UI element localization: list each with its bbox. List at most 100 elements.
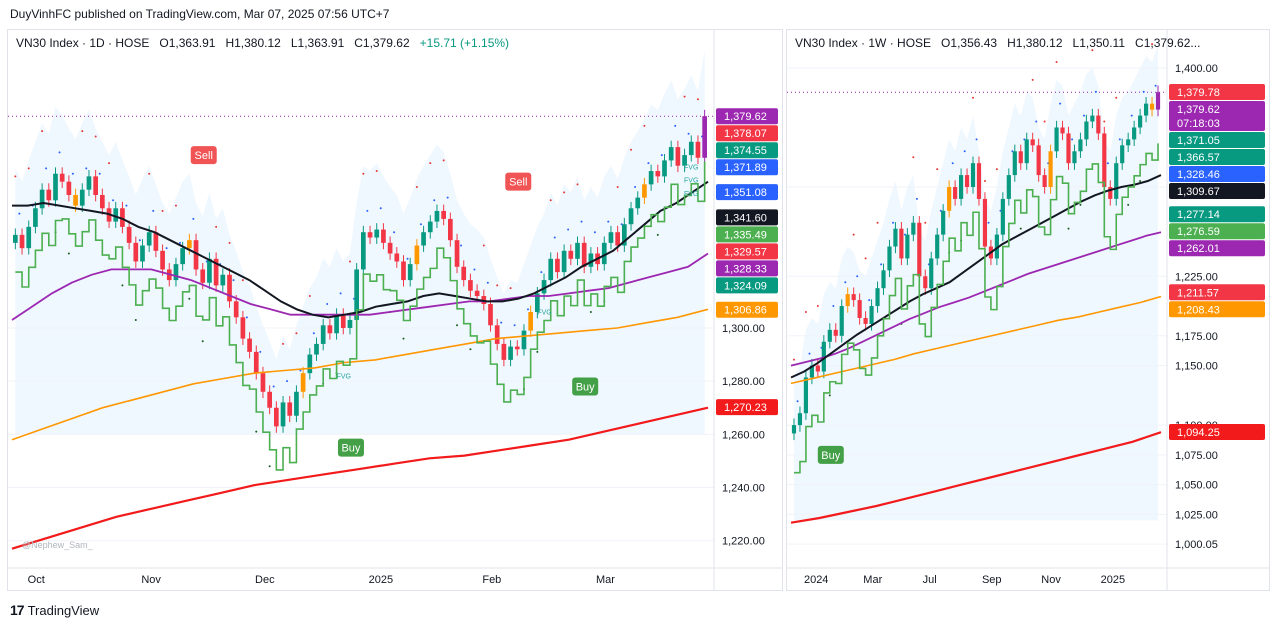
psar-dot [1127, 203, 1130, 206]
band-dot [245, 316, 248, 319]
candle [970, 163, 976, 187]
candle [33, 208, 38, 227]
candle [1096, 115, 1101, 134]
psar-dot [995, 168, 998, 171]
psar-dot [201, 340, 204, 343]
legend-open: 1,356.43 [950, 36, 998, 50]
price-label-tag [1169, 166, 1265, 183]
psar-dot [509, 287, 512, 290]
psar-dot [643, 124, 646, 127]
band-dot [1106, 162, 1109, 165]
psar-dot [1115, 96, 1118, 99]
candle [160, 250, 165, 270]
legend-weekly: VN30 Index · 1W · HOSE O1,356.43 H1,380.… [795, 36, 1201, 50]
band-dot [138, 239, 141, 242]
band-dot [259, 350, 262, 353]
candle [39, 189, 45, 209]
candle [911, 222, 916, 235]
psar-dot [268, 465, 271, 468]
chart-weekly-canvas[interactable]: Buy1,000.051,025.001,050.001,075.001,100… [787, 30, 1269, 590]
candle [982, 198, 988, 247]
ema100-line [11, 308, 709, 441]
psar-dot [656, 233, 659, 236]
candle [575, 242, 580, 259]
band-dot [433, 199, 436, 202]
candle [976, 163, 982, 199]
cloud-fill [793, 44, 1159, 521]
band-dot [607, 220, 610, 223]
candle [568, 250, 574, 259]
candle [361, 232, 366, 270]
candle [347, 319, 353, 328]
chart-daily[interactable]: Sell Sell Buy Buy FVG FVG FVG FVG FVG 1,220.00 1,2… [7, 29, 783, 591]
candle [454, 240, 460, 267]
chart-daily-canvas[interactable]: Sell Sell Buy Buy FVG FVG FVG FVG FVG 1,220.00 1,2… [8, 30, 782, 590]
candle [1090, 115, 1095, 122]
candle [53, 173, 58, 201]
candle [857, 300, 862, 318]
candle [923, 276, 928, 289]
chart-weekly[interactable]: Buy1,000.051,025.001,050.001,075.001,100… [786, 29, 1270, 591]
y-tick-label: 1,280.00 [722, 376, 765, 388]
band-dot [98, 172, 101, 175]
candle [893, 228, 898, 247]
band-dot [987, 221, 990, 224]
ema20-line [790, 174, 1162, 379]
x-tick-label: Oct [28, 574, 45, 586]
band-dot [1071, 138, 1074, 141]
psar-dot [188, 297, 191, 300]
candle [1078, 139, 1083, 152]
band-dot [419, 223, 422, 226]
candle [320, 325, 326, 344]
y-tick-label: 1,220.00 [722, 536, 765, 548]
candle [555, 258, 560, 273]
cloud-fill [15, 49, 705, 435]
psar-dot [792, 358, 795, 361]
ema200-line [11, 406, 709, 550]
psar-dot [348, 260, 351, 263]
footer-brand[interactable]: 17 TradingView [10, 602, 99, 618]
candle [628, 208, 634, 225]
psar-dot [828, 394, 831, 397]
candle [307, 354, 313, 374]
candle [797, 413, 803, 426]
candle [100, 194, 105, 209]
x-tick-label: Sep [982, 574, 1002, 586]
y-tick-label: 1,150.00 [1175, 361, 1218, 373]
candle [1030, 139, 1035, 146]
price-label-text: 1,374.55 [724, 145, 767, 157]
psar-dot [94, 135, 97, 138]
candle [947, 187, 952, 211]
y-tick-label: 1,025.00 [1175, 509, 1218, 521]
legend-title: VN30 Index · 1D · HOSE [16, 36, 150, 50]
candle [1048, 151, 1053, 187]
candle [193, 240, 199, 270]
band-dot [232, 279, 235, 282]
legend-low: 1,363.91 [297, 36, 345, 50]
legend-close: 1,379.62... [1143, 36, 1201, 50]
candle [133, 242, 139, 262]
price-label-tag [716, 243, 778, 260]
candle [59, 173, 65, 182]
x-tick-label: 2025 [1101, 574, 1125, 586]
legend-high: 1,380.12 [234, 36, 281, 50]
candle [561, 250, 567, 273]
psar-dot [429, 162, 432, 165]
band-dot [963, 150, 966, 153]
candle [887, 246, 892, 271]
psar-dot [1043, 120, 1046, 123]
psar-dot [876, 221, 879, 224]
candle [1149, 103, 1155, 110]
psar-dot [469, 348, 472, 351]
candle [334, 314, 339, 334]
fvg-label: FVG [684, 164, 698, 171]
candle [354, 269, 359, 320]
x-tick-label: Feb [482, 574, 501, 586]
candle [964, 175, 970, 187]
ema50-line [11, 252, 709, 321]
candle [815, 365, 820, 372]
price-label-tag [716, 226, 778, 243]
price-label-text: 1,324.09 [724, 280, 767, 292]
candle [1054, 127, 1059, 152]
footer-brand-label: TradingView [27, 602, 100, 618]
